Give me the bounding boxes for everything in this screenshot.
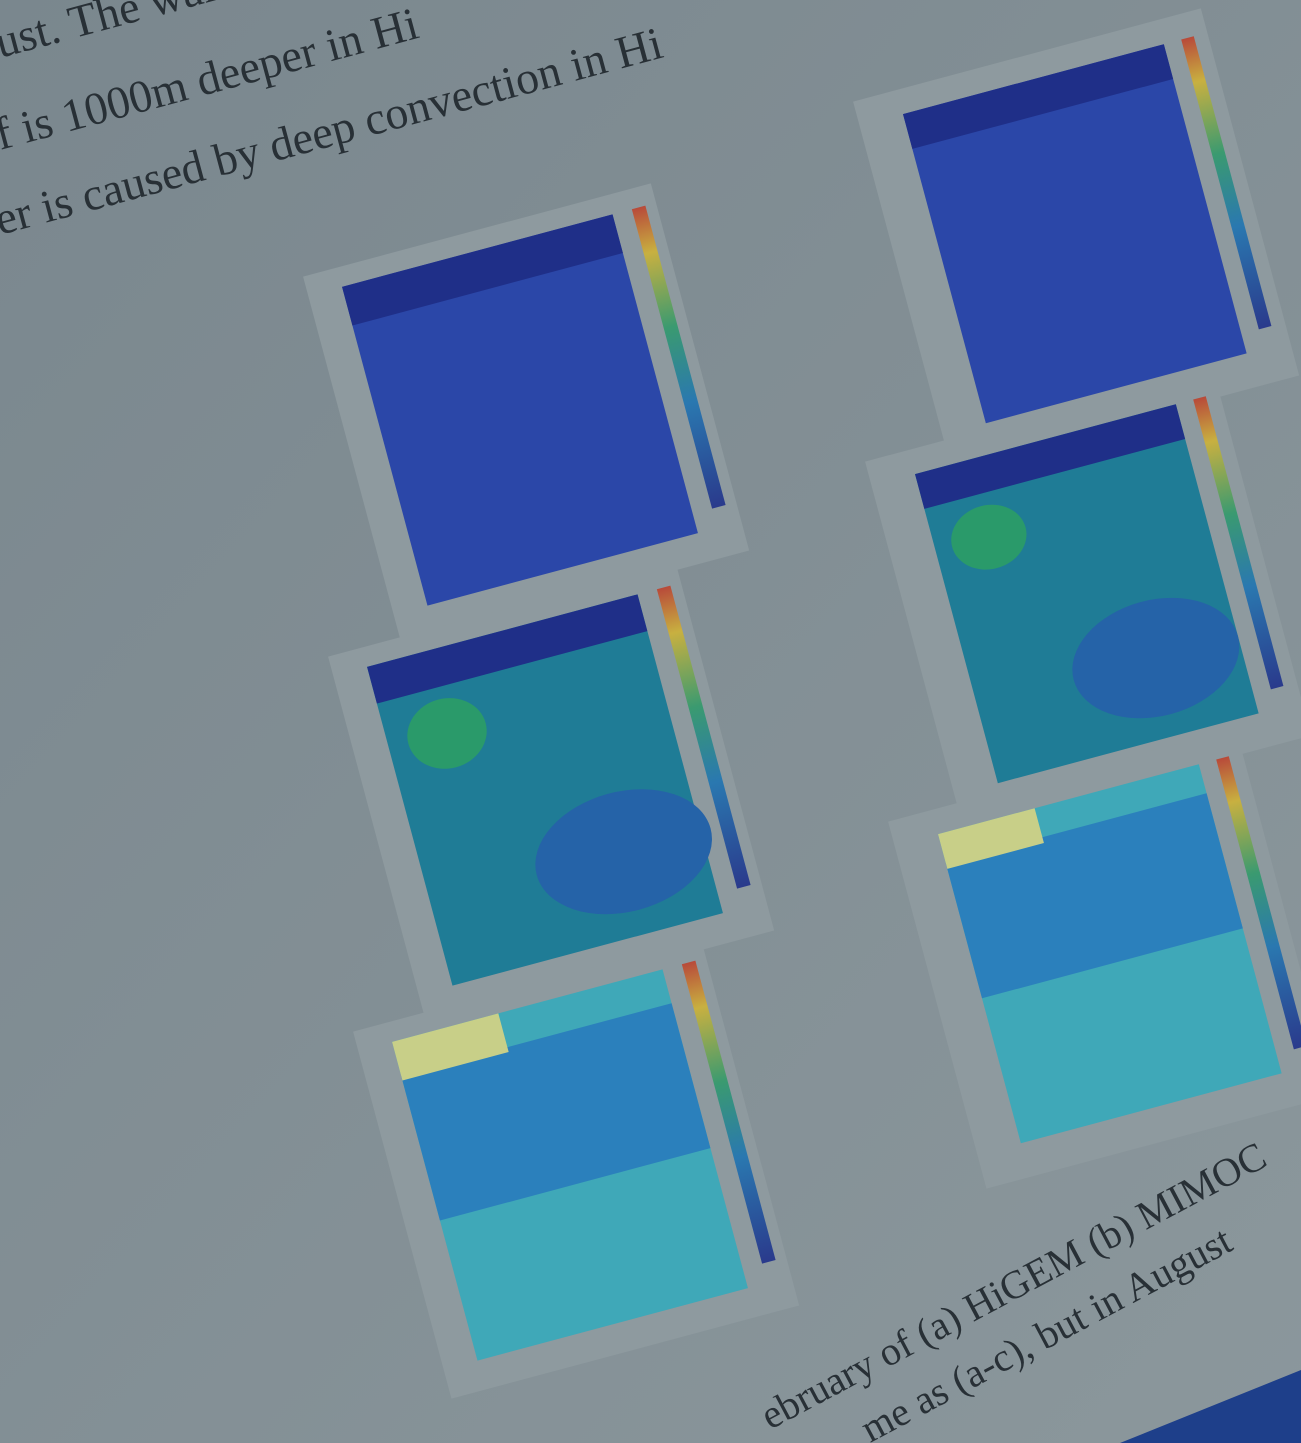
page: ust. The warm f is 1000m deeper in Hi er… <box>0 0 1301 1443</box>
photo: ust. The warm f is 1000m deeper in Hi er… <box>0 0 1301 1443</box>
